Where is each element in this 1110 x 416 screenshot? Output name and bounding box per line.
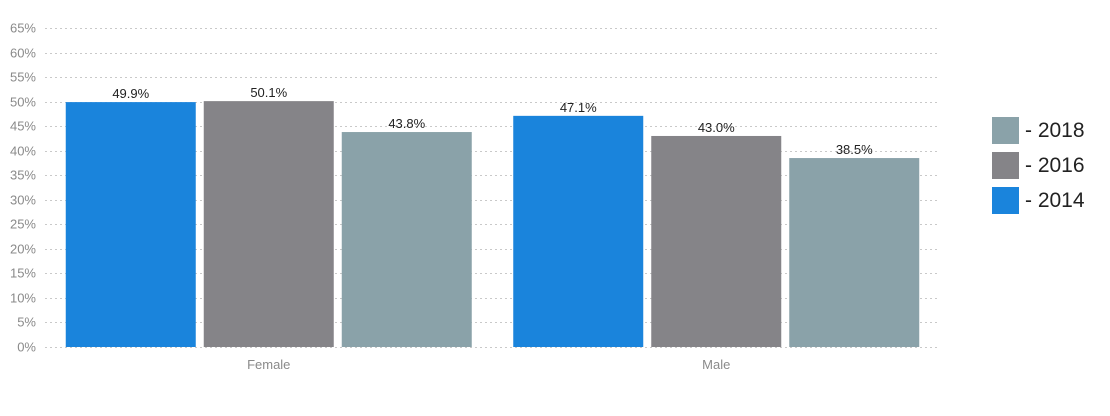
legend-label-2014: - 2014 xyxy=(1025,188,1085,212)
data-label-male-2016: 43.0% xyxy=(698,120,735,135)
bars xyxy=(65,101,920,348)
legend-item-2016: - 2016 xyxy=(992,148,1085,183)
data-label-female-2016: 50.1% xyxy=(250,85,287,100)
legend-swatch-2018 xyxy=(992,117,1019,144)
bar-male-2016 xyxy=(651,135,782,347)
y-tick-label-0: 0% xyxy=(17,340,36,355)
y-tick-label-5: 5% xyxy=(17,315,36,330)
y-tick-label-10: 10% xyxy=(10,291,36,306)
bar-male-2014 xyxy=(513,115,644,348)
legend-item-2018: - 2018 xyxy=(992,113,1085,148)
y-tick-label-55: 55% xyxy=(10,70,36,85)
data-label-male-2018: 38.5% xyxy=(836,142,873,157)
legend-label-2018: - 2018 xyxy=(1025,118,1085,142)
legend-swatch-2014 xyxy=(992,187,1019,214)
bar-female-2016 xyxy=(203,101,334,347)
data-labels: 49.9% 50.1% 43.8% 47.1% 43.0% 38.5% xyxy=(112,85,873,157)
legend-label-2016: - 2016 xyxy=(1025,153,1085,177)
x-tick-label-male: Male xyxy=(702,357,730,372)
bar-female-2018 xyxy=(341,132,472,347)
y-tick-label-40: 40% xyxy=(10,144,36,159)
legend-item-2014: - 2014 xyxy=(992,183,1085,218)
y-tick-label-25: 25% xyxy=(10,217,36,232)
legend-swatch-2016 xyxy=(992,152,1019,179)
y-tick-label-60: 60% xyxy=(10,46,36,61)
y-tick-label-15: 15% xyxy=(10,266,36,281)
y-tick-label-50: 50% xyxy=(10,95,36,110)
data-label-male-2014: 47.1% xyxy=(560,100,597,115)
x-tick-label-female: Female xyxy=(247,357,290,372)
legend: - 2018 - 2016 - 2014 xyxy=(992,113,1085,218)
y-tick-label-65: 65% xyxy=(10,21,36,36)
y-tick-label-45: 45% xyxy=(10,119,36,134)
y-tick-label-30: 30% xyxy=(10,193,36,208)
y-tick-label-20: 20% xyxy=(10,242,36,257)
bar-male-2018 xyxy=(789,158,920,347)
x-axis: Female Male xyxy=(247,357,730,372)
data-label-female-2014: 49.9% xyxy=(112,86,149,101)
data-label-female-2018: 43.8% xyxy=(388,116,425,131)
y-axis: 0% 5% 10% 15% 20% 25% 30% 35% 40% 45% 50% 55% 60% 65% xyxy=(10,21,36,355)
bar-female-2014 xyxy=(65,102,196,347)
y-tick-label-35: 35% xyxy=(10,168,36,183)
